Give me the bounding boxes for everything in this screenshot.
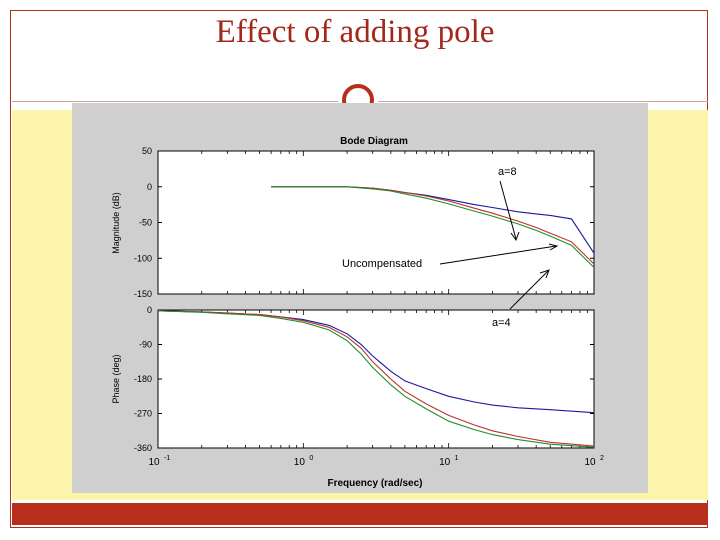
y-tick-label: -100 bbox=[134, 253, 152, 263]
annotation-uncompensated: Uncompensated bbox=[342, 258, 422, 270]
phase-series-line bbox=[157, 310, 595, 447]
bode-diagram: Bode Diagram 50 0 -50 -100 -150 0 -90 -180 -270 -… bbox=[111, 136, 604, 489]
slide-title: Effect of adding pole bbox=[215, 14, 495, 50]
annotation-a4: a=4 bbox=[492, 317, 511, 329]
annotation-a8: a=8 bbox=[498, 166, 517, 178]
x-tick-label: 10 -1 bbox=[148, 455, 170, 468]
magnitude-series-line bbox=[271, 186, 595, 268]
x-tick-label: 10 1 bbox=[439, 455, 459, 468]
x-tick-exponent: -1 bbox=[164, 455, 170, 462]
y-tick-label: 0 bbox=[147, 305, 152, 315]
annotation-arrows bbox=[439, 180, 559, 310]
y-tick-label: -270 bbox=[134, 409, 152, 419]
magnitude-ylabel: Magnitude (dB) bbox=[111, 192, 121, 254]
plot-panel: Bode Diagram 50 0 -50 -100 -150 0 -90 -180 -270 -… bbox=[72, 103, 648, 493]
x-tick-base: 10 bbox=[148, 457, 160, 468]
y-tick-label: -90 bbox=[139, 340, 152, 350]
y-tick-label: 0 bbox=[147, 182, 152, 192]
x-tick-label: 10 2 bbox=[584, 455, 604, 468]
phase-ylabel: Phase (deg) bbox=[111, 354, 121, 403]
x-tick-exponent: 2 bbox=[600, 455, 604, 462]
chart-title: Bode Diagram bbox=[340, 136, 408, 147]
x-tick-exponent: 1 bbox=[455, 455, 459, 462]
x-tick-label: 10 0 bbox=[294, 455, 314, 468]
magnitude-axes bbox=[157, 150, 595, 295]
x-tick-base: 10 bbox=[439, 457, 451, 468]
y-tick-label: -180 bbox=[134, 374, 152, 384]
x-tick-exponent: 0 bbox=[309, 455, 313, 462]
y-tick-label: -50 bbox=[139, 218, 152, 228]
x-tick-base: 10 bbox=[584, 457, 596, 468]
phase-axes bbox=[157, 309, 595, 449]
y-tick-label: 50 bbox=[142, 146, 152, 156]
x-axis-label: Frequency (rad/sec) bbox=[327, 478, 422, 489]
y-tick-label: -150 bbox=[134, 289, 152, 299]
x-tick-base: 10 bbox=[294, 457, 306, 468]
footer-bar bbox=[12, 503, 708, 525]
phase-series-line bbox=[157, 310, 595, 448]
y-tick-label: -360 bbox=[134, 443, 152, 453]
